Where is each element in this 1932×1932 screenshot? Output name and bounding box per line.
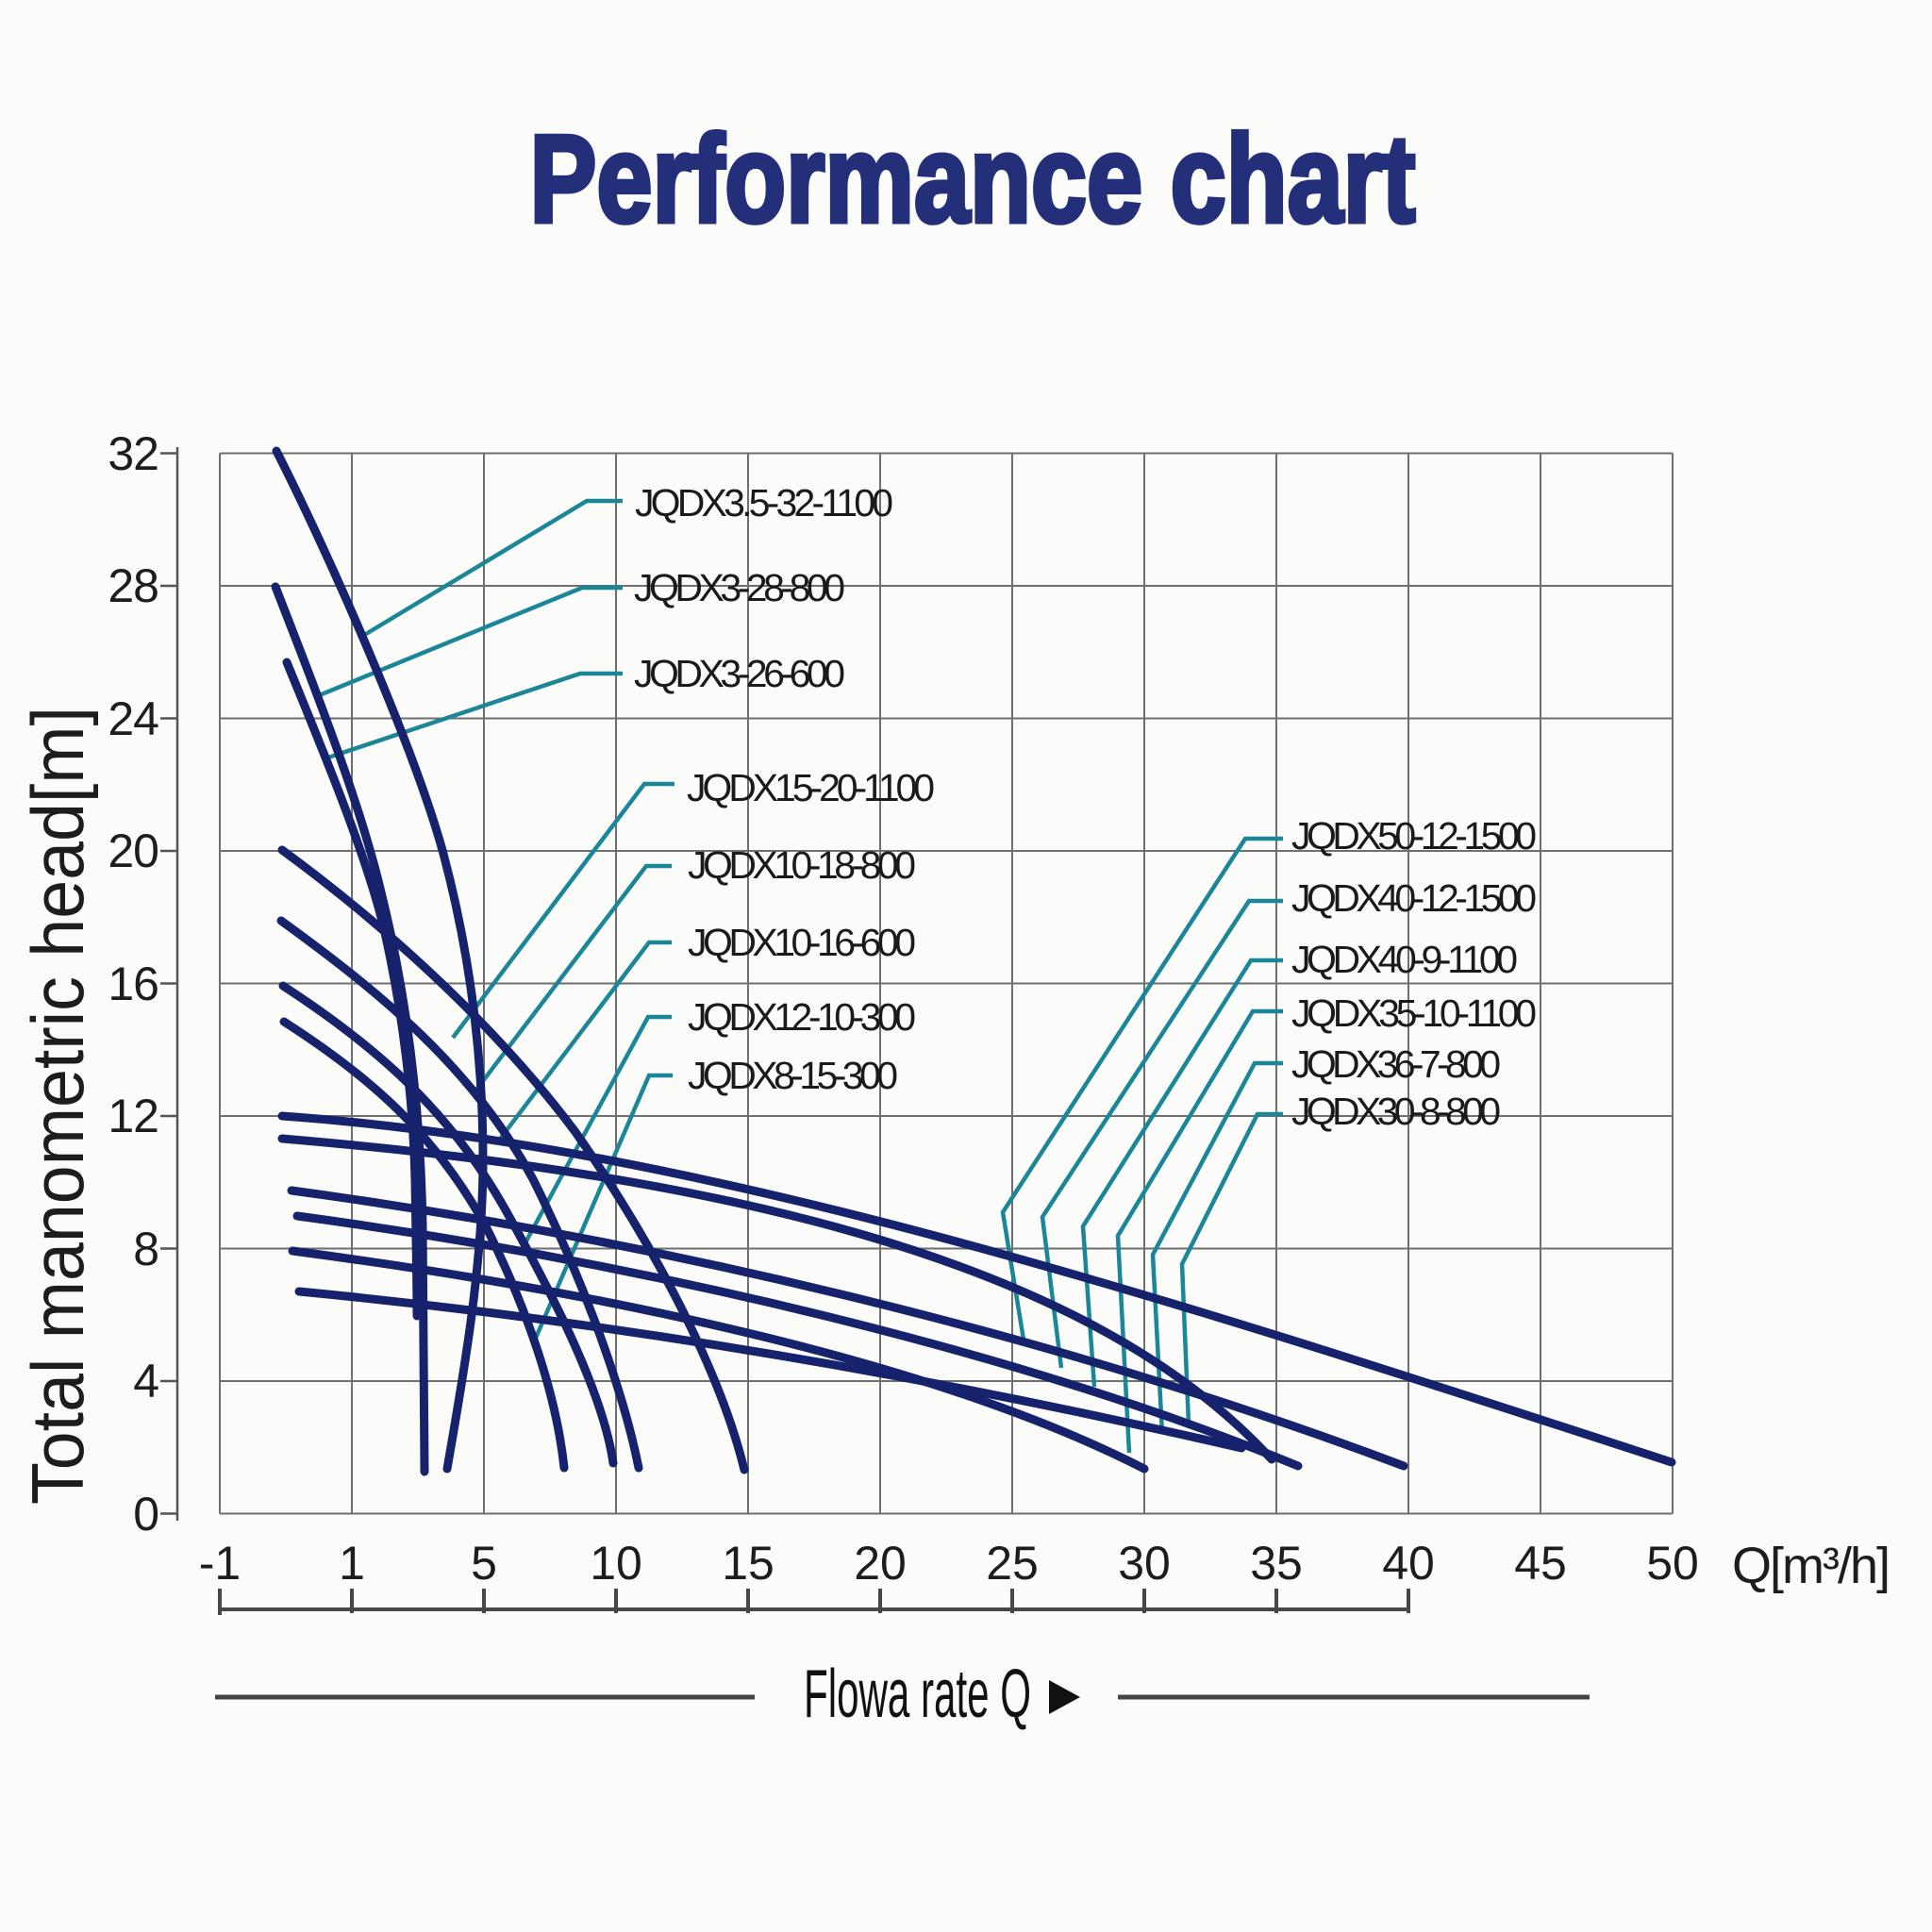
svg-text:0: 0 — [133, 1488, 158, 1541]
svg-text:JQDX12-10-300: JQDX12-10-300 — [688, 995, 916, 1039]
svg-text:JQDX35-10-1100: JQDX35-10-1100 — [1291, 991, 1537, 1035]
svg-text:5: 5 — [471, 1537, 497, 1590]
svg-text:32: 32 — [108, 427, 158, 480]
svg-text:JQDX3.5-32-1100: JQDX3.5-32-1100 — [635, 481, 893, 525]
svg-text:JQDX15-20-1100: JQDX15-20-1100 — [687, 766, 935, 809]
svg-text:4: 4 — [133, 1355, 158, 1407]
svg-text:Flowa rate Q: Flowa rate Q — [804, 1657, 1031, 1732]
svg-text:JQDX8-15-300: JQDX8-15-300 — [688, 1054, 898, 1097]
svg-text:30: 30 — [1118, 1537, 1171, 1590]
svg-text:24: 24 — [108, 692, 158, 745]
svg-text:JQDX30-8-800: JQDX30-8-800 — [1291, 1090, 1501, 1133]
svg-text:10: 10 — [590, 1537, 642, 1590]
svg-text:35: 35 — [1250, 1537, 1303, 1590]
svg-text:45: 45 — [1514, 1537, 1567, 1590]
svg-text:Performance chart: Performance chart — [530, 110, 1416, 249]
svg-text:15: 15 — [722, 1537, 774, 1590]
svg-text:Total manometric head[m]: Total manometric head[m] — [16, 707, 99, 1505]
svg-text:16: 16 — [108, 958, 158, 1010]
svg-text:8: 8 — [133, 1223, 158, 1275]
svg-text:40: 40 — [1382, 1537, 1435, 1590]
svg-text:50: 50 — [1646, 1537, 1699, 1590]
svg-text:JQDX3-28-800: JQDX3-28-800 — [634, 566, 845, 609]
svg-text:JQDX3-26-600: JQDX3-26-600 — [634, 652, 845, 695]
svg-text:JQDX10-18-800: JQDX10-18-800 — [688, 843, 916, 887]
svg-text:20: 20 — [854, 1537, 907, 1590]
svg-text:12: 12 — [108, 1090, 158, 1142]
svg-text:28: 28 — [108, 559, 158, 612]
svg-text:JQDX10-16-600: JQDX10-16-600 — [688, 921, 916, 964]
svg-text:JQDX50-12-1500: JQDX50-12-1500 — [1291, 814, 1537, 858]
svg-text:Q[m³/h]: Q[m³/h] — [1732, 1538, 1889, 1594]
svg-text:20: 20 — [108, 824, 158, 877]
svg-text:JQDX40-9-1100: JQDX40-9-1100 — [1291, 938, 1518, 981]
svg-text:JQDX40-12-1500: JQDX40-12-1500 — [1291, 876, 1537, 920]
svg-text:25: 25 — [986, 1537, 1039, 1590]
svg-text:JQDX36-7-800: JQDX36-7-800 — [1291, 1042, 1501, 1086]
svg-text:1: 1 — [339, 1537, 365, 1590]
svg-text:-1: -1 — [199, 1537, 241, 1590]
